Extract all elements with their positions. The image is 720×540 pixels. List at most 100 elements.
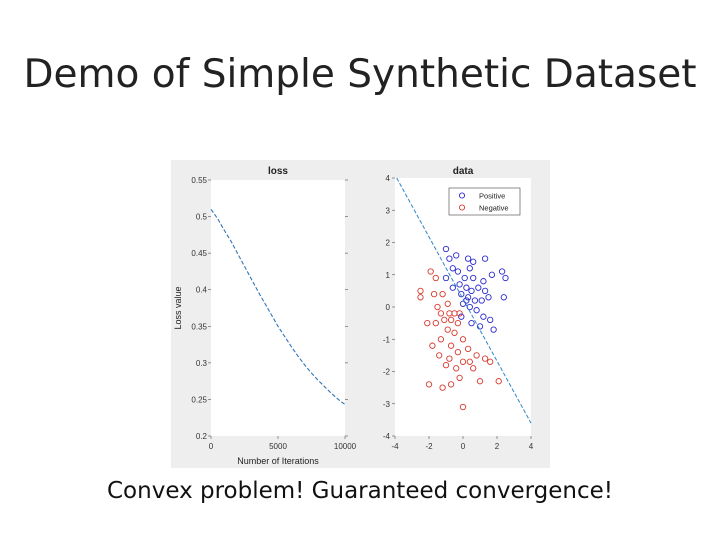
positive-point	[502, 274, 509, 282]
negative-point	[453, 365, 460, 372]
negative-point	[451, 329, 458, 336]
negative-point	[447, 316, 455, 324]
negative-point	[446, 355, 453, 362]
loss-series-line	[210, 208, 346, 405]
loss-y-axis-label: Loss value	[173, 286, 183, 329]
negative-point	[444, 326, 451, 333]
data-axes-bg	[395, 178, 531, 436]
loss-x-axis-label: Number of Iterations	[237, 456, 319, 466]
negative-point	[447, 381, 455, 388]
positive-point	[488, 271, 496, 278]
loss-y-tick-label: 0.2	[196, 432, 208, 441]
negative-point	[442, 361, 450, 369]
positive-point	[466, 265, 473, 272]
negative-point	[495, 378, 502, 385]
positive-point	[449, 284, 456, 291]
legend-box	[448, 187, 521, 216]
loss-subplot: loss 0.2 0.25 0.3 0.35 0.4 0.45 0.5 0.55 0 5000 1…	[173, 166, 357, 466]
data-y-tick-label: -1	[383, 335, 391, 344]
positive-point	[449, 265, 456, 272]
slide-caption: Convex problem! Guaranteed convergence!	[107, 478, 613, 504]
decision-boundary-line	[396, 177, 532, 424]
positive-point	[442, 274, 450, 282]
negative-point	[439, 290, 446, 298]
positive-point	[464, 255, 472, 262]
loss-y-tick-label: 0.55	[191, 176, 207, 185]
negative-point	[424, 319, 431, 327]
loss-axes-bg	[211, 180, 345, 436]
loss-y-tick-label: 0.3	[196, 359, 208, 368]
negative-point	[487, 358, 494, 365]
negative-point	[432, 319, 439, 327]
positive-point	[454, 268, 462, 275]
loss-x-tick-label: 0	[209, 442, 214, 451]
negative-point	[437, 336, 445, 343]
negative-point	[427, 268, 434, 275]
negative-point	[447, 342, 455, 349]
positive-point	[478, 297, 485, 304]
positive-point	[470, 274, 477, 282]
loss-title: loss	[268, 166, 288, 177]
data-y-tick-label: 4	[386, 174, 391, 183]
positive-point	[461, 274, 468, 282]
data-x-tick-label: 0	[461, 442, 466, 451]
negative-point	[437, 310, 445, 317]
loss-y-tick-label: 0.45	[191, 249, 207, 258]
negative-point	[473, 352, 480, 359]
negative-point	[436, 352, 443, 359]
positive-point	[468, 287, 475, 295]
negative-point	[459, 336, 467, 343]
positive-point	[459, 300, 467, 307]
data-y-tick-label: -3	[383, 400, 391, 409]
negative-point	[454, 348, 462, 356]
negative-point	[459, 403, 467, 411]
positive-point	[442, 245, 450, 253]
positive-point	[485, 294, 492, 301]
data-x-tick-label: -2	[425, 442, 433, 451]
positive-point	[480, 278, 487, 285]
negative-point	[430, 290, 438, 298]
negative-point	[481, 355, 489, 362]
data-x-ticks: -4 -2 0 2 4	[391, 436, 534, 451]
positive-point	[468, 319, 475, 327]
data-y-tick-label: 2	[386, 239, 391, 248]
legend-positive-label: Positive	[479, 192, 505, 201]
loss-x-tick-label: 5000	[269, 442, 287, 451]
negative-point	[454, 319, 462, 327]
negative-point	[429, 342, 436, 349]
positive-point	[481, 287, 489, 295]
positive-point	[464, 294, 472, 301]
negative-point	[417, 287, 424, 295]
data-y-tick-label: 3	[386, 206, 391, 215]
loss-x-ticks: 0 5000 10000	[209, 436, 357, 451]
negative-point	[444, 300, 451, 307]
positive-point	[456, 281, 463, 288]
data-points	[417, 245, 509, 411]
negative-point	[432, 274, 439, 282]
negative-point	[476, 378, 484, 385]
negative-point	[456, 374, 463, 382]
data-y-tick-label: -4	[383, 432, 391, 441]
positive-point	[487, 316, 494, 324]
loss-y-tick-label: 0.35	[191, 322, 207, 331]
figure-svg: loss 0.2 0.25 0.3 0.35 0.4 0.45 0.5 0.55 0 5000 1…	[173, 166, 534, 466]
data-subplot: data -4 -3 -2 -1 0 1 2 3 4 -4 -2 0 2 4 Positive Nega…	[383, 166, 534, 451]
legend-negative-marker	[458, 204, 466, 211]
legend-negative-label: Negative	[479, 204, 509, 213]
figure: loss 0.2 0.25 0.3 0.35 0.4 0.45 0.5 0.55 0 5000 1…	[171, 160, 550, 468]
positive-point	[476, 323, 484, 330]
positive-point	[470, 258, 477, 265]
positive-point	[453, 252, 460, 259]
negative-point	[434, 303, 441, 311]
legend-positive-marker	[458, 192, 466, 199]
loss-y-tick-label: 0.5	[196, 213, 208, 222]
positive-point	[473, 307, 480, 314]
positive-point	[463, 284, 470, 291]
positive-point	[458, 313, 465, 320]
data-legend: Positive Negative	[448, 187, 521, 216]
positive-point	[481, 255, 489, 262]
positive-point	[446, 255, 453, 262]
negative-point	[441, 316, 448, 324]
negative-point	[425, 381, 433, 388]
positive-point	[475, 284, 482, 291]
